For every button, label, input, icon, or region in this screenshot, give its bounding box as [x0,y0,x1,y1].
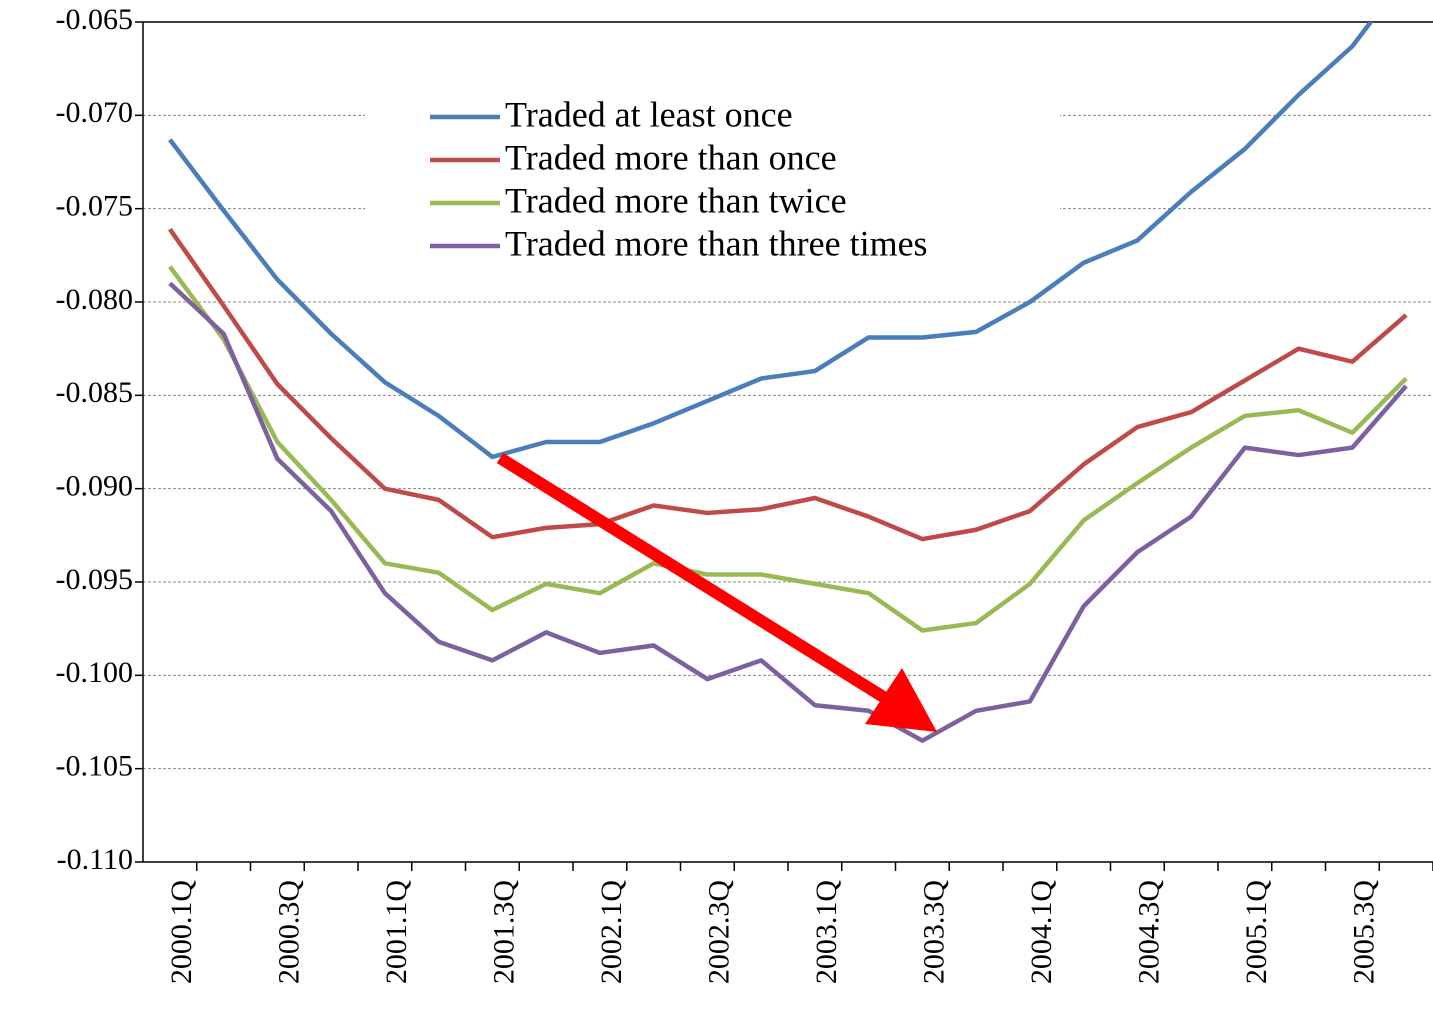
y-tick-label: -0.105 [56,750,134,783]
y-tick-label: -0.100 [56,656,134,689]
y-tick-label: -0.075 [56,190,134,223]
arrow-head [865,668,937,732]
x-tick-label: 2005.3Q [1347,880,1380,985]
arrow-shaft [500,458,885,698]
series-line [170,229,1406,539]
x-tick-label: 2001.3Q [487,880,520,985]
series-line [170,283,1406,740]
x-tick-label: 2000.3Q [272,880,305,985]
x-tick-label: 2002.1Q [595,880,628,985]
y-tick-label: -0.070 [56,96,134,129]
legend-label: Traded at least once [505,94,793,134]
y-tick-label: -0.095 [56,563,134,596]
x-tick-label: 2000.1Q [165,880,198,985]
y-tick-label: -0.065 [56,3,134,36]
x-tick-label: 2005.1Q [1240,880,1273,985]
legend-label: Traded more than twice [505,180,847,220]
x-tick-label: 2003.3Q [917,880,950,985]
x-tick-label: 2002.3Q [702,880,735,985]
legend-label: Traded more than once [505,137,837,177]
x-tick-label: 2004.1Q [1025,880,1058,985]
series-line [170,267,1406,631]
y-tick-label: -0.110 [57,843,133,876]
x-tick-label: 2004.3Q [1132,880,1165,985]
legend-label: Traded more than three times [505,223,928,263]
y-tick-label: -0.080 [56,283,134,316]
y-tick-label: -0.090 [56,470,134,503]
x-tick-label: 2003.1Q [810,880,843,985]
y-tick-label: -0.085 [56,376,134,409]
x-tick-label: 2001.1Q [380,880,413,985]
